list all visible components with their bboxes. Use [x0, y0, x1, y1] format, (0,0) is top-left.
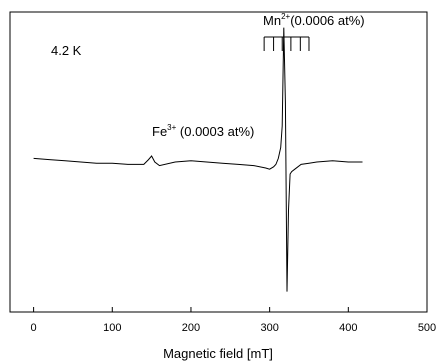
- x-axis-ticks: 0 100 200 300 400 500: [31, 307, 436, 334]
- hyperfine-markers: [263, 36, 310, 51]
- temperature-label: 4.2 K: [51, 43, 82, 58]
- x-tick-label-0: 0: [31, 322, 37, 334]
- fe-annotation: Fe3+ (0.0003 at%): [152, 123, 254, 139]
- x-tick-label-400: 400: [339, 322, 357, 334]
- series-line-spectrum: [33, 27, 363, 292]
- mn-label: Mn: [263, 13, 281, 28]
- fe-superscript: 3+: [167, 123, 176, 132]
- mn-concentration: (0.0006 at%): [290, 13, 364, 28]
- x-tick-label-100: 100: [103, 322, 121, 334]
- fe-label: Fe: [152, 124, 167, 139]
- fe-concentration: (0.0003 at%): [176, 124, 254, 139]
- mn-annotation: Mn2+(0.0006 at%): [263, 12, 365, 28]
- x-tick-label-300: 300: [260, 322, 278, 334]
- x-axis-label: Magnetic field [mT]: [163, 346, 273, 361]
- plot-frame: [9, 11, 428, 313]
- x-tick-label-200: 200: [182, 322, 200, 334]
- x-tick-label-500: 500: [418, 322, 436, 334]
- mn-superscript: 2+: [281, 12, 290, 21]
